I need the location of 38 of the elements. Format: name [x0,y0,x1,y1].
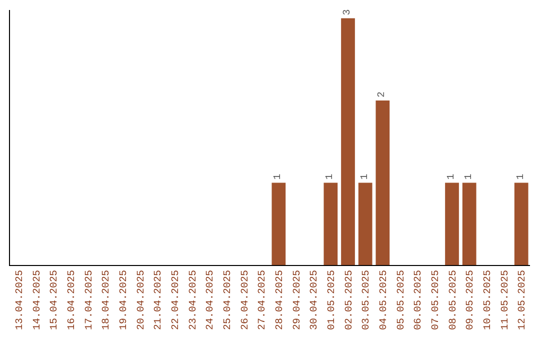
x-tick-label: 01.05.2025 [326,270,338,330]
x-tick-label: 15.04.2025 [50,270,61,330]
x-tick-label: 20.04.2025 [136,270,148,330]
data-label: 1 [446,174,458,180]
x-tick-label: 19.04.2025 [118,270,130,330]
x-tick-label: 24.04.2025 [206,270,217,330]
x-tick-label: 12.05.2025 [518,270,529,330]
x-tick-label: 14.04.2025 [32,270,44,330]
x-tick-label: 07.05.2025 [430,270,442,330]
x-tick-label: 05.05.2025 [396,270,408,330]
data-label: 1 [325,174,336,180]
x-tick-label: 21.04.2025 [154,270,165,330]
data-label: 1 [516,174,527,180]
x-tick-label: 03.05.2025 [362,270,373,330]
data-label: 1 [360,174,371,180]
data-label: 3 [342,9,354,16]
x-tick-label: 22.04.2025 [170,270,182,330]
x-tick-label: 09.05.2025 [466,270,477,330]
x-tick-label: 26.04.2025 [240,270,252,330]
data-label: 1 [464,174,475,180]
data-label: 2 [377,91,388,98]
x-tick-label: 29.04.2025 [292,270,304,330]
x-tick-label: 02.05.2025 [344,270,356,330]
x-tick-label: 30.04.2025 [310,270,321,330]
x-tick-label: 06.05.2025 [414,270,425,330]
x-tick-label: 04.05.2025 [378,270,390,330]
x-tick-label: 28.04.2025 [274,270,286,330]
x-tick-label: 16.04.2025 [66,270,78,330]
x-tick-label: 23.04.2025 [188,270,200,330]
x-tick-label: 10.05.2025 [482,270,494,330]
x-tick-label: 27.04.2025 [258,270,269,330]
x-tick-label: 17.04.2025 [84,270,96,330]
x-tick-label: 25.04.2025 [222,270,234,330]
x-tick-label: 11.05.2025 [500,270,512,330]
x-tick-label: 08.05.2025 [448,270,460,330]
x-tick-label: 13.04.2025 [14,270,26,330]
x-tick-label: 18.04.2025 [102,270,113,330]
data-label: 1 [273,174,284,180]
